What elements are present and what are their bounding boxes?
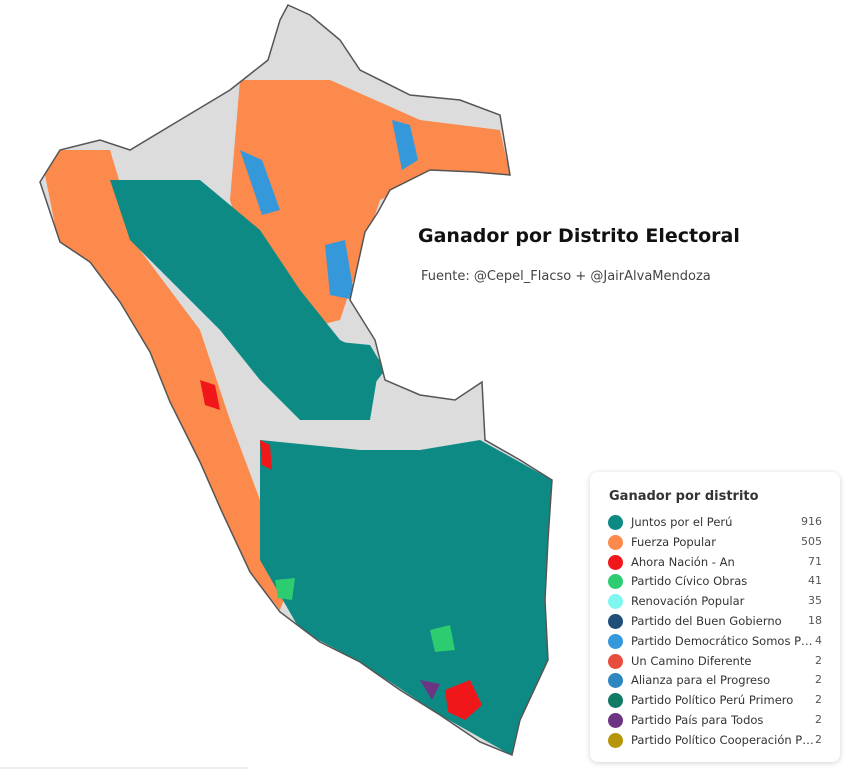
legend-count: 2 xyxy=(815,713,822,726)
legend-count: 4 xyxy=(815,633,822,647)
legend-marker xyxy=(608,594,623,610)
legend-count: 2 xyxy=(815,732,822,746)
legend-marker xyxy=(608,534,623,550)
legend-item: Fuerza Popular 505 xyxy=(608,534,822,552)
legend-title: Ganador por distrito xyxy=(609,489,759,504)
legend-label: Juntos por el Perú xyxy=(631,515,733,529)
region-red xyxy=(260,440,272,470)
region-teal xyxy=(260,440,552,755)
legend-marker xyxy=(608,574,623,590)
legend-label: Partido Cívico Obras xyxy=(631,574,748,589)
source: Fuente: @Cepel_Flacso + @JairAlvaMendoza xyxy=(421,269,711,284)
legend-label: Partido País para Todos xyxy=(631,713,764,727)
legend-marker xyxy=(608,732,623,748)
region-blue xyxy=(240,150,280,215)
legend-count: 505 xyxy=(801,534,822,548)
map xyxy=(0,4,553,769)
legend-label: Fuerza Popular xyxy=(631,534,716,549)
legend-count: 2 xyxy=(815,653,822,667)
legend-label: Partido Político Cooperación P… xyxy=(631,732,814,747)
legend-item: Alianza para el Progreso 2 xyxy=(608,672,822,690)
region-orange xyxy=(40,150,300,610)
legend-marker xyxy=(608,693,623,709)
region-green xyxy=(430,625,455,652)
legend-marker xyxy=(608,554,623,570)
legend-label: Partido del Buen Gobierno xyxy=(631,614,782,628)
legend-item: Renovación Popular 35 xyxy=(608,593,822,611)
legend-label: Alianza para el Progreso xyxy=(631,673,771,688)
legend-label: Partido Político Perú Primero xyxy=(631,693,794,708)
title: Ganador por Distrito Electoral xyxy=(418,225,740,247)
region-purple xyxy=(420,680,440,700)
country-outline xyxy=(39,4,553,757)
region-teal xyxy=(110,180,380,420)
legend-count: 2 xyxy=(815,693,822,707)
legend-marker xyxy=(608,653,623,669)
legend-count: 71 xyxy=(808,554,822,568)
legend-marker xyxy=(608,673,623,689)
region-red xyxy=(445,680,482,720)
legend-marker xyxy=(608,713,623,728)
region-red xyxy=(200,380,220,410)
regions xyxy=(40,5,552,755)
legend-item: Partido Cívico Obras 41 xyxy=(608,573,822,591)
legend-label: Ahora Nación - An xyxy=(631,554,735,569)
legend-marker xyxy=(608,515,623,530)
legend-item: Partido Político Perú Primero 2 xyxy=(608,692,822,710)
legend: Ganador por distrito Juntos por el Perú 9… xyxy=(590,472,840,762)
legend-item: Juntos por el Perú 916 xyxy=(608,514,822,532)
legend-item: Un Camino Diferente 2 xyxy=(608,653,822,671)
region-green xyxy=(275,578,295,600)
region-teal xyxy=(320,340,385,390)
legend-item: Partido Democrático Somos P… 4 xyxy=(608,633,822,651)
legend-count: 2 xyxy=(815,673,822,687)
legend-count: 916 xyxy=(801,515,822,528)
legend-marker xyxy=(608,614,623,629)
legend-item: Partido del Buen Gobierno 18 xyxy=(608,613,822,631)
legend-label: Renovación Popular xyxy=(631,594,745,609)
legend-item: Partido País para Todos 2 xyxy=(608,712,822,730)
legend-item: Partido Político Cooperación P… 2 xyxy=(608,732,822,750)
legend-item: Ahora Nación - An 71 xyxy=(608,554,822,572)
legend-label: Un Camino Diferente xyxy=(631,653,752,668)
region-blue xyxy=(392,120,418,170)
legend-count: 35 xyxy=(808,594,822,608)
legend-count: 41 xyxy=(808,574,822,588)
legend-marker xyxy=(608,633,623,649)
region-orange xyxy=(230,80,510,330)
legend-label: Partido Democrático Somos P… xyxy=(631,633,813,648)
region-blue xyxy=(325,240,355,300)
legend-count: 18 xyxy=(808,614,822,627)
